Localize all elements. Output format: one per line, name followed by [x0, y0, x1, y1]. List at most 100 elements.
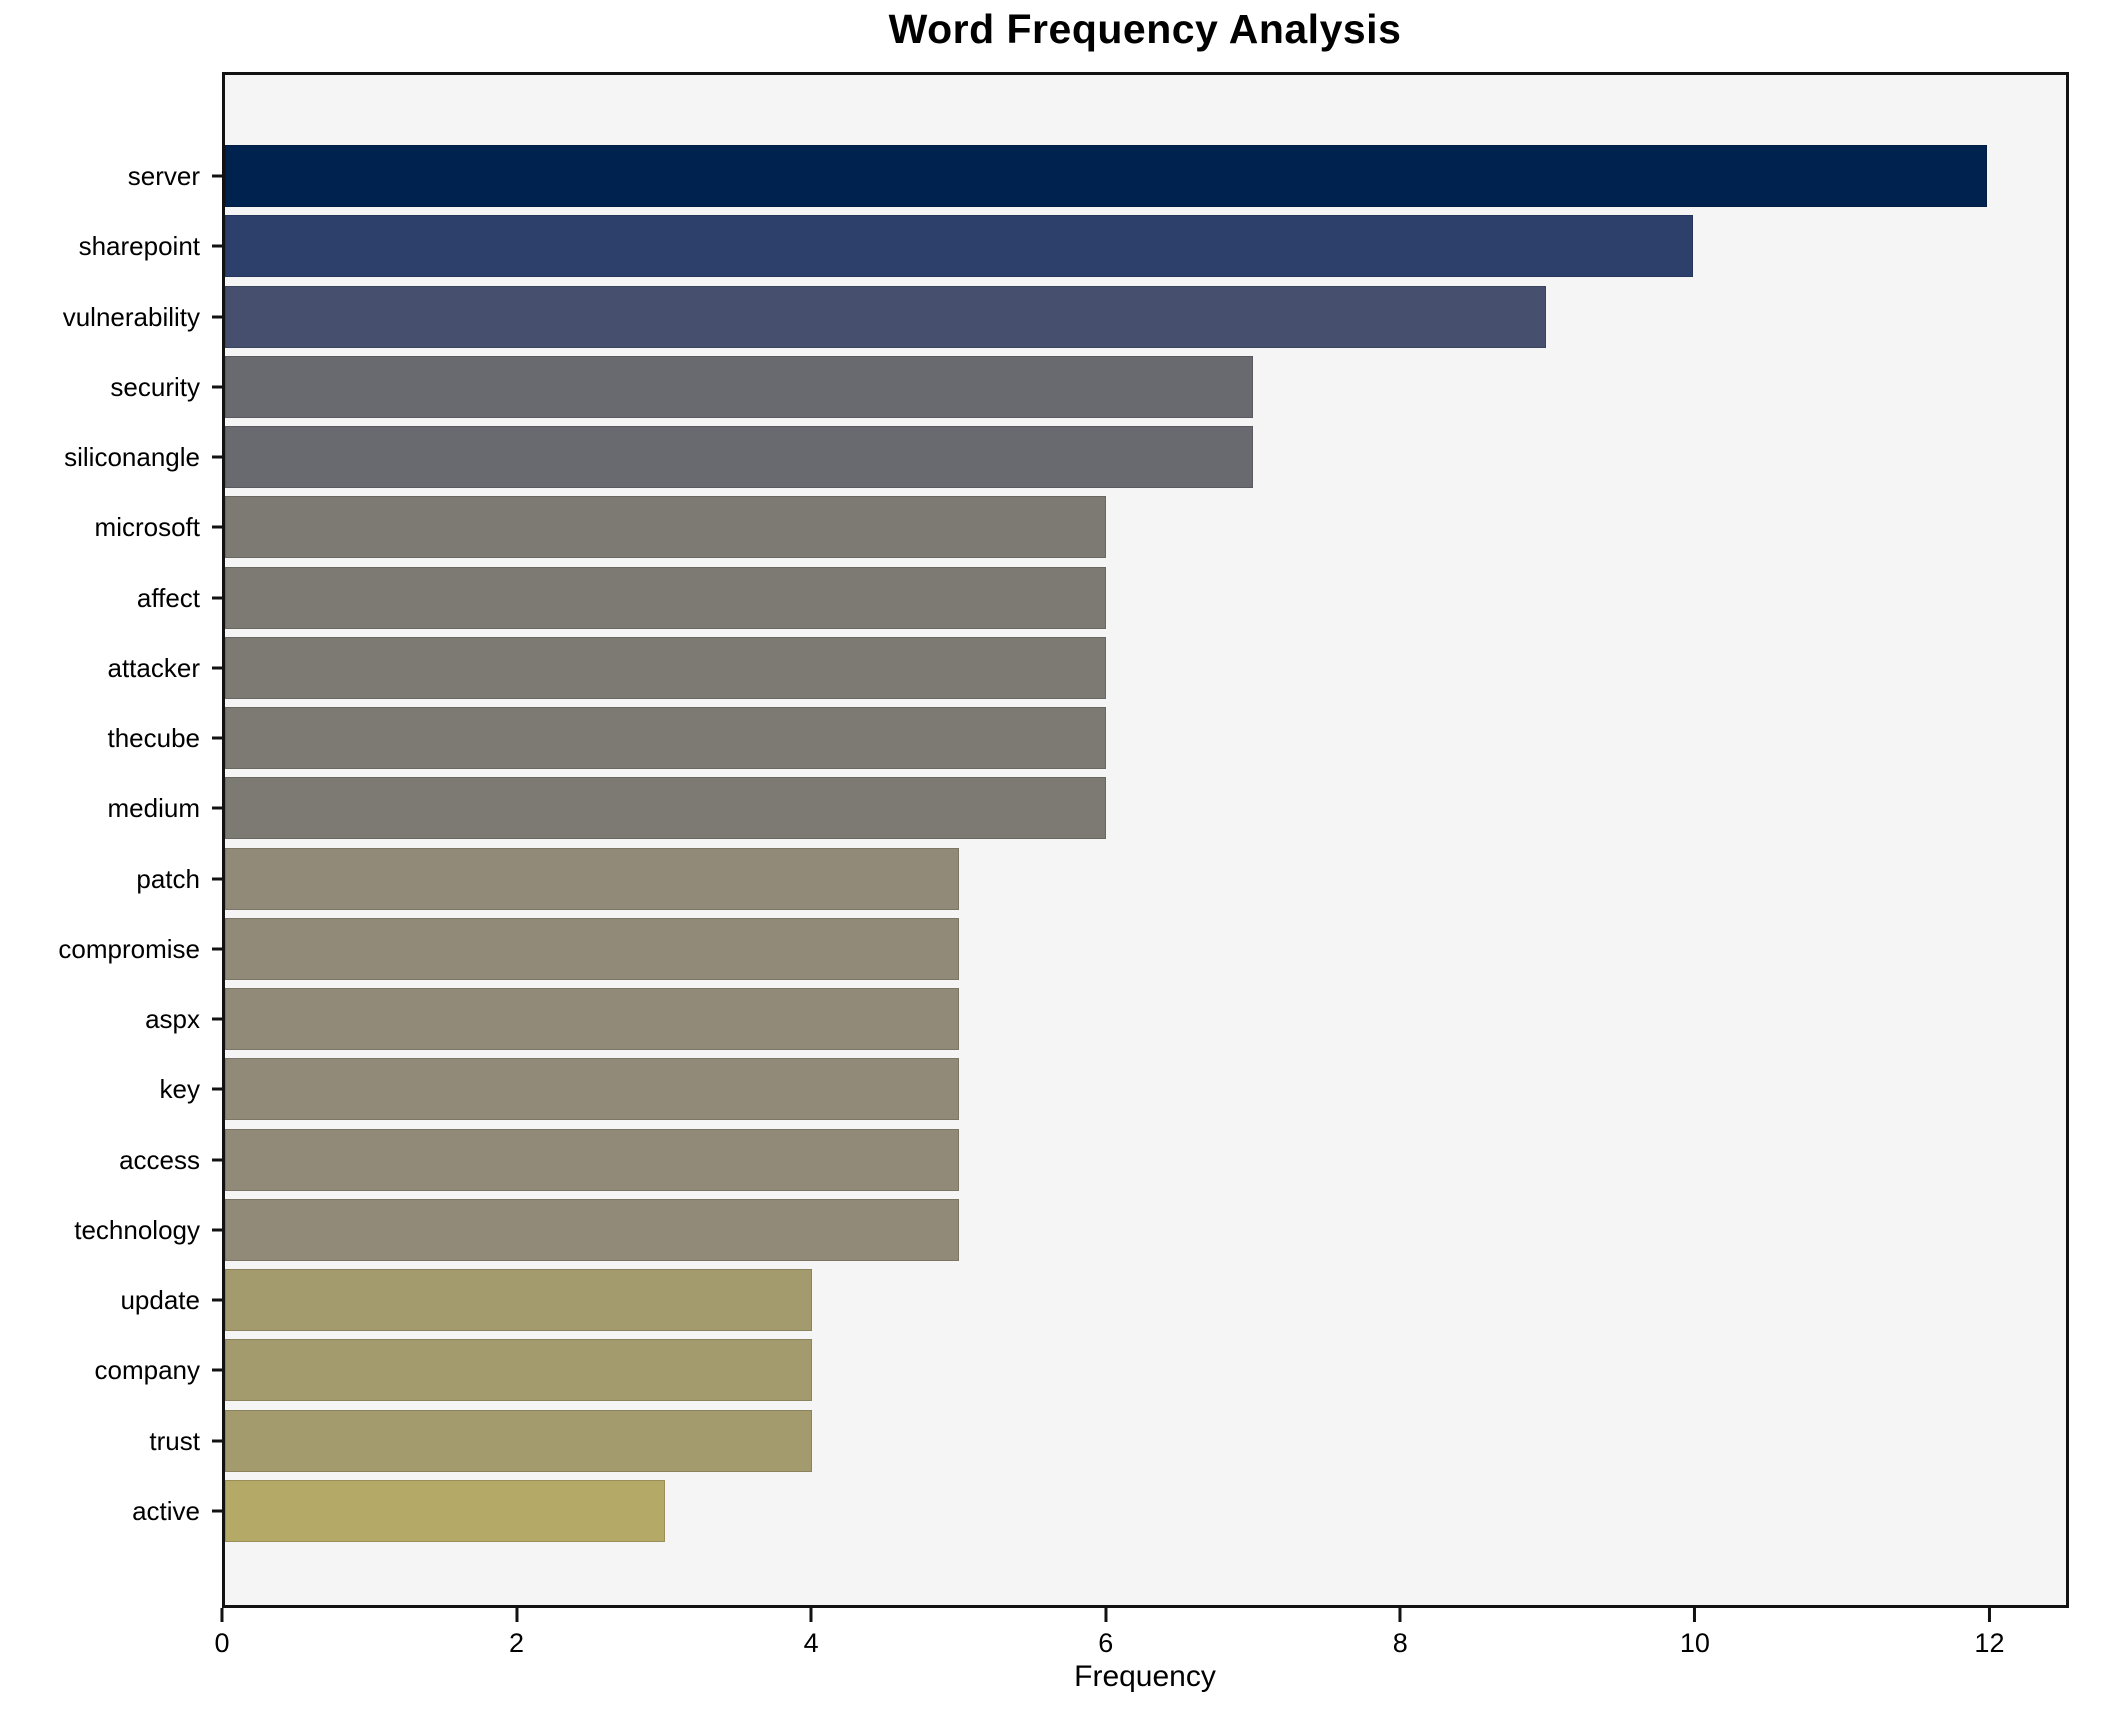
y-tick-label-patch: patch: [136, 863, 200, 894]
y-tick-label-microsoft: microsoft: [94, 512, 200, 543]
y-tick-mark: [212, 244, 225, 248]
bar-trust: [225, 1409, 813, 1472]
bar-row-siliconangle: siliconangle: [64, 422, 2066, 492]
bar-row-server: server: [128, 141, 2066, 211]
y-tick-mark: [212, 736, 225, 740]
bar-row-security: security: [110, 352, 2066, 422]
bar-row-update: update: [120, 1265, 2066, 1335]
y-tick-mark: [212, 1439, 225, 1443]
bar-vulnerability: [225, 285, 1547, 348]
y-tick-label-access: access: [119, 1144, 200, 1175]
x-tick-12: 12: [1974, 1608, 2004, 1657]
y-tick-mark: [212, 1158, 225, 1162]
chart-title: Word Frequency Analysis: [888, 6, 1402, 52]
x-tick-mark: [1693, 1608, 1697, 1622]
bar-rows: server sharepoint vulnerability security sil…: [58, 75, 2066, 1605]
y-tick-label-vulnerability: vulnerability: [62, 301, 200, 332]
x-tick-label: 10: [1679, 1628, 1710, 1658]
x-tick-6: 6: [1098, 1608, 1113, 1657]
bar-row-compromise: compromise: [58, 914, 2066, 984]
y-tick-mark: [212, 947, 225, 951]
y-tick-mark: [212, 315, 225, 319]
bar-row-aspx: aspx: [145, 984, 2066, 1054]
bar-row-medium: medium: [108, 773, 2066, 843]
bar-row-sharepoint: sharepoint: [79, 211, 2066, 281]
bar-row-company: company: [95, 1335, 2066, 1405]
bar-row-access: access: [119, 1125, 2066, 1195]
plot-area: server sharepoint vulnerability security sil…: [58, 72, 2069, 1608]
y-tick-label-thecube: thecube: [107, 723, 200, 754]
y-tick-label-technology: technology: [74, 1214, 200, 1245]
y-tick-label-aspx: aspx: [145, 1004, 200, 1035]
x-tick-mark: [809, 1608, 813, 1622]
y-tick-mark: [212, 1509, 225, 1513]
y-tick-mark: [212, 877, 225, 881]
y-tick-mark: [212, 455, 225, 459]
y-tick-mark: [212, 385, 225, 389]
y-tick-label-active: active: [132, 1495, 200, 1526]
x-tick-8: 8: [1393, 1608, 1408, 1657]
x-tick-mark: [515, 1608, 519, 1622]
bar-thecube: [225, 707, 1106, 770]
x-axis-label: Frequency: [1074, 1660, 1216, 1693]
bar-attacker: [225, 636, 1106, 699]
x-tick-label: 8: [1392, 1628, 1408, 1658]
bar-patch: [225, 847, 960, 910]
bar-microsoft: [225, 496, 1106, 559]
x-tick-label: 12: [1974, 1628, 2005, 1658]
bar-row-affect: affect: [137, 563, 2066, 633]
bar-row-technology: technology: [74, 1195, 2066, 1265]
bar-active: [225, 1479, 666, 1542]
y-tick-mark: [212, 525, 225, 529]
y-tick-label-update: update: [120, 1285, 200, 1316]
y-tick-label-compromise: compromise: [58, 933, 200, 964]
y-tick-mark: [212, 1087, 225, 1091]
bar-row-attacker: attacker: [108, 633, 2066, 703]
bar-row-vulnerability: vulnerability: [63, 282, 2066, 352]
y-tick-mark: [212, 806, 225, 810]
x-tick-0: 0: [214, 1608, 230, 1658]
bar-security: [225, 355, 1253, 418]
bar-key: [225, 1058, 960, 1121]
y-tick-mark: [212, 1017, 225, 1021]
y-tick-mark: [212, 596, 225, 600]
y-tick-mark: [212, 1228, 225, 1232]
y-tick-mark: [212, 174, 225, 178]
bar-server: [225, 145, 1987, 208]
x-tick-label: 2: [509, 1628, 525, 1658]
y-tick-label-affect: affect: [136, 582, 200, 613]
y-tick-label-key: key: [159, 1074, 200, 1105]
bar-row-key: key: [160, 1054, 2066, 1124]
y-tick-mark: [212, 666, 225, 670]
y-tick-label-server: server: [127, 161, 200, 192]
x-tick-10: 10: [1680, 1608, 1710, 1657]
bar-row-patch: patch: [136, 844, 2066, 914]
x-tick-label: 6: [1098, 1628, 1114, 1658]
x-tick-mark: [1398, 1608, 1402, 1622]
bar-row-active: active: [132, 1476, 2066, 1546]
y-tick-label-siliconangle: siliconangle: [64, 442, 200, 473]
y-tick-label-attacker: attacker: [107, 652, 201, 683]
x-tick-mark: [1987, 1608, 1991, 1622]
bar-row-trust: trust: [149, 1406, 2066, 1476]
bar-aspx: [225, 988, 960, 1051]
y-tick-label-company: company: [94, 1355, 201, 1386]
y-tick-mark: [212, 1298, 225, 1302]
y-tick-mark: [212, 1368, 225, 1372]
bar-compromise: [225, 917, 960, 980]
x-tick-mark: [220, 1608, 224, 1622]
x-tick-label: 4: [803, 1628, 819, 1658]
bar-row-thecube: thecube: [107, 703, 2066, 773]
bar-company: [225, 1339, 813, 1402]
bar-access: [225, 1128, 960, 1191]
y-tick-label-sharepoint: sharepoint: [78, 231, 200, 262]
x-tick-label: 0: [214, 1628, 230, 1658]
bar-sharepoint: [225, 215, 1694, 278]
x-tick-4: 4: [804, 1608, 819, 1657]
bar-update: [225, 1269, 813, 1332]
bar-medium: [225, 777, 1106, 840]
y-tick-label-medium: medium: [107, 793, 200, 824]
bar-technology: [225, 1198, 960, 1261]
x-tick-mark: [1104, 1608, 1108, 1622]
